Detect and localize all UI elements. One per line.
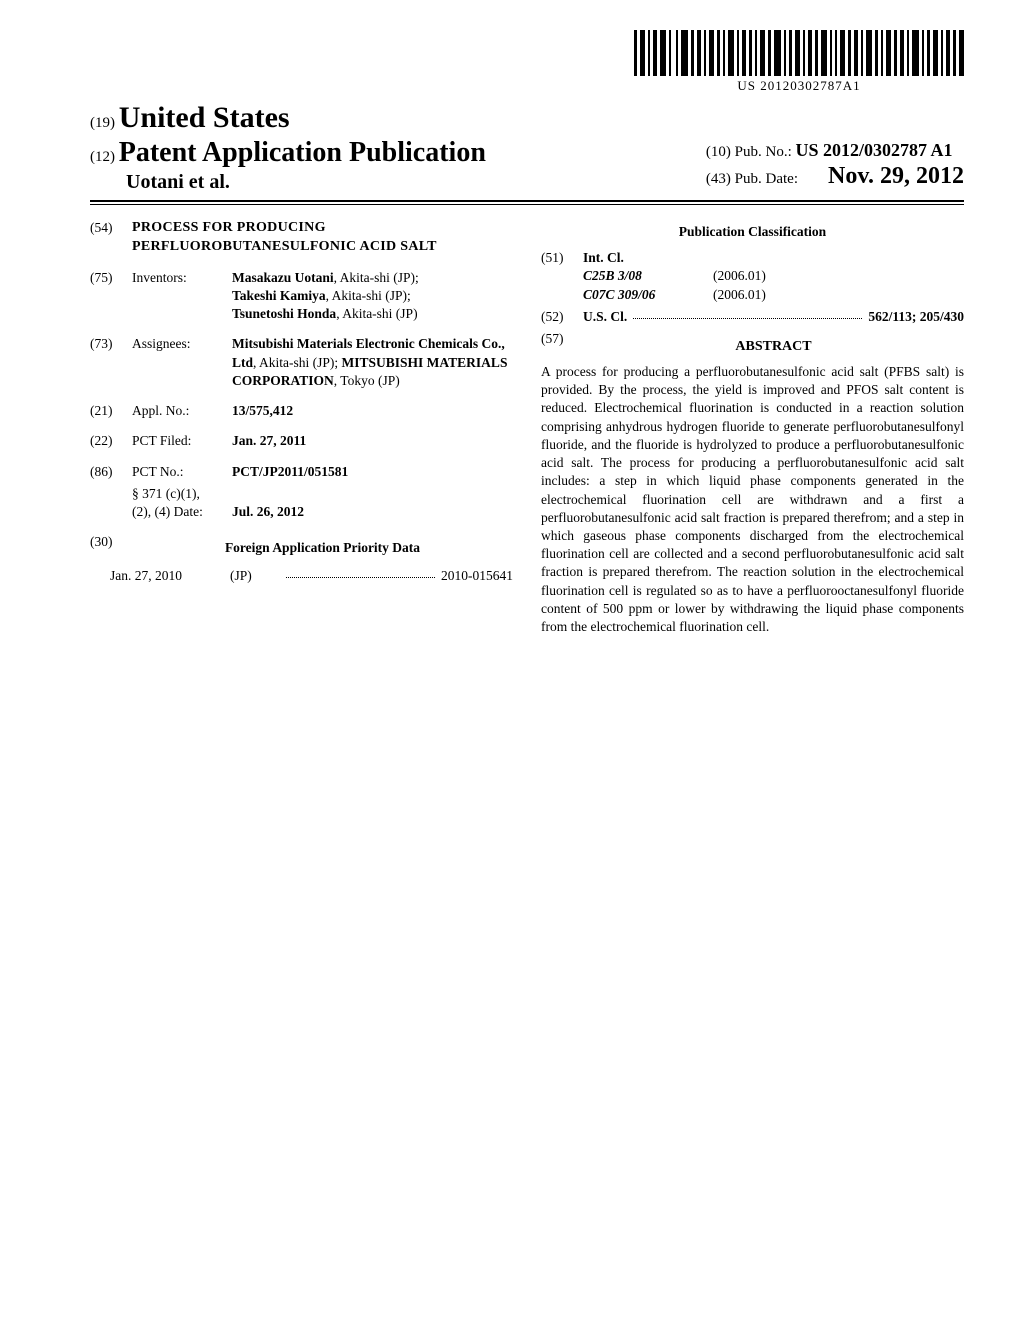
- application-number: 13/575,412: [232, 403, 293, 418]
- sect371-date: Jul. 26, 2012: [232, 503, 304, 521]
- intcl-field: (51) Int. Cl. C25B 3/08 (2006.01) C07C 3…: [541, 249, 964, 304]
- applno-label: Appl. No.:: [132, 402, 232, 420]
- code-30: (30): [90, 533, 132, 567]
- priority-heading: Foreign Application Priority Data: [132, 539, 513, 557]
- header: (19) United States (12) Patent Applicati…: [90, 101, 964, 194]
- pct-filed-date: Jan. 27, 2011: [232, 433, 306, 448]
- dotted-leader: [633, 308, 862, 319]
- applno-field: (21) Appl. No.: 13/575,412: [90, 402, 513, 420]
- intcl-label: Int. Cl.: [583, 250, 624, 265]
- inventors-list: Masakazu Uotani, Akita-shi (JP); Takeshi…: [232, 269, 513, 324]
- pctno-label: PCT No.:: [132, 463, 232, 481]
- inventor-name: Takeshi Kamiya: [232, 288, 326, 303]
- code-52: (52): [541, 308, 583, 326]
- barcode-text: US 20120302787A1: [634, 78, 964, 94]
- invention-title: PROCESS FOR PRODUCING PERFLUOROBUTANESUL…: [132, 219, 513, 257]
- assignee-loc: , Tokyo (JP): [334, 373, 400, 388]
- country-name: United States: [119, 101, 290, 134]
- inventor-name: Masakazu Uotani: [232, 270, 334, 285]
- priority-date: Jan. 27, 2010: [90, 567, 230, 585]
- pubno-label: Pub. No.:: [735, 144, 792, 160]
- assignees-label: Assignees:: [132, 335, 232, 390]
- intcl-code: C25B 3/08: [541, 267, 713, 285]
- barcode-graphic: US 20120302787A1: [634, 30, 964, 94]
- priority-country: (JP): [230, 567, 280, 585]
- assignee-loc: , Akita-shi (JP);: [253, 355, 338, 370]
- authors-header: Uotani et al.: [126, 171, 706, 194]
- uscl-field: (52) U.S. Cl. 562/113; 205/430: [541, 308, 964, 326]
- pctfiled-label: PCT Filed:: [132, 432, 232, 450]
- inventors-field: (75) Inventors: Masakazu Uotani, Akita-s…: [90, 269, 513, 324]
- code-21: (21): [90, 402, 132, 420]
- assignees-field: (73) Assignees: Mitsubishi Materials Ele…: [90, 335, 513, 390]
- sect371-field: § 371 (c)(1), (2), (4) Date: Jul. 26, 20…: [90, 485, 513, 521]
- sect371-label: § 371 (c)(1), (2), (4) Date:: [132, 485, 232, 521]
- priority-appno: 2010-015641: [441, 567, 513, 585]
- publication-date: Nov. 29, 2012: [828, 163, 964, 189]
- code-86: (86): [90, 463, 132, 481]
- code-12: (12): [90, 149, 115, 165]
- abstract-heading: ABSTRACT: [583, 338, 964, 357]
- code-57: (57): [541, 330, 583, 363]
- code-51: (51): [541, 249, 583, 267]
- assignees-list: Mitsubishi Materials Electronic Chemical…: [232, 335, 513, 390]
- code-73: (73): [90, 335, 132, 390]
- publication-kind: Patent Application Publication: [119, 137, 486, 168]
- pubclass-heading: Publication Classification: [541, 223, 964, 241]
- intcl-version: (2006.01): [713, 267, 766, 285]
- pctno-field: (86) PCT No.: PCT/JP2011/051581: [90, 463, 513, 481]
- intcl-code: C07C 309/06: [541, 286, 713, 304]
- header-rule-thin: [90, 204, 964, 205]
- barcode-block: US 20120302787A1: [90, 30, 964, 95]
- header-rule-thick: [90, 200, 964, 202]
- intcl-row: C07C 309/06 (2006.01): [541, 286, 964, 304]
- code-75: (75): [90, 269, 132, 324]
- code-19: (19): [90, 115, 115, 131]
- abstract-text: A process for producing a perfluorobutan…: [541, 363, 964, 636]
- code-54: (54): [90, 219, 132, 257]
- priority-section: (30) Foreign Application Priority Data J…: [90, 533, 513, 585]
- uscl-value: 562/113; 205/430: [868, 309, 964, 324]
- right-column: Publication Classification (51) Int. Cl.…: [541, 219, 964, 636]
- code-43: (43): [706, 171, 731, 187]
- dotted-leader: [286, 567, 435, 578]
- priority-row: Jan. 27, 2010 (JP) 2010-015641: [90, 567, 513, 585]
- pct-number: PCT/JP2011/051581: [232, 464, 348, 479]
- inventor-loc: , Akita-shi (JP): [336, 306, 417, 321]
- code-10: (10): [706, 144, 731, 160]
- intcl-version: (2006.01): [713, 286, 766, 304]
- code-22: (22): [90, 432, 132, 450]
- inventor-loc: , Akita-shi (JP);: [326, 288, 411, 303]
- inventors-label: Inventors:: [132, 269, 232, 324]
- pctfiled-field: (22) PCT Filed: Jan. 27, 2011: [90, 432, 513, 450]
- pubdate-label: Pub. Date:: [735, 171, 798, 187]
- inventor-loc: , Akita-shi (JP);: [334, 270, 419, 285]
- title-field: (54) PROCESS FOR PRODUCING PERFLUOROBUTA…: [90, 219, 513, 257]
- publication-number: US 2012/0302787 A1: [796, 140, 953, 160]
- inventor-name: Tsunetoshi Honda: [232, 306, 336, 321]
- uscl-label: U.S. Cl.: [583, 309, 627, 324]
- intcl-row: C25B 3/08 (2006.01): [541, 267, 964, 285]
- left-column: (54) PROCESS FOR PRODUCING PERFLUOROBUTA…: [90, 219, 513, 636]
